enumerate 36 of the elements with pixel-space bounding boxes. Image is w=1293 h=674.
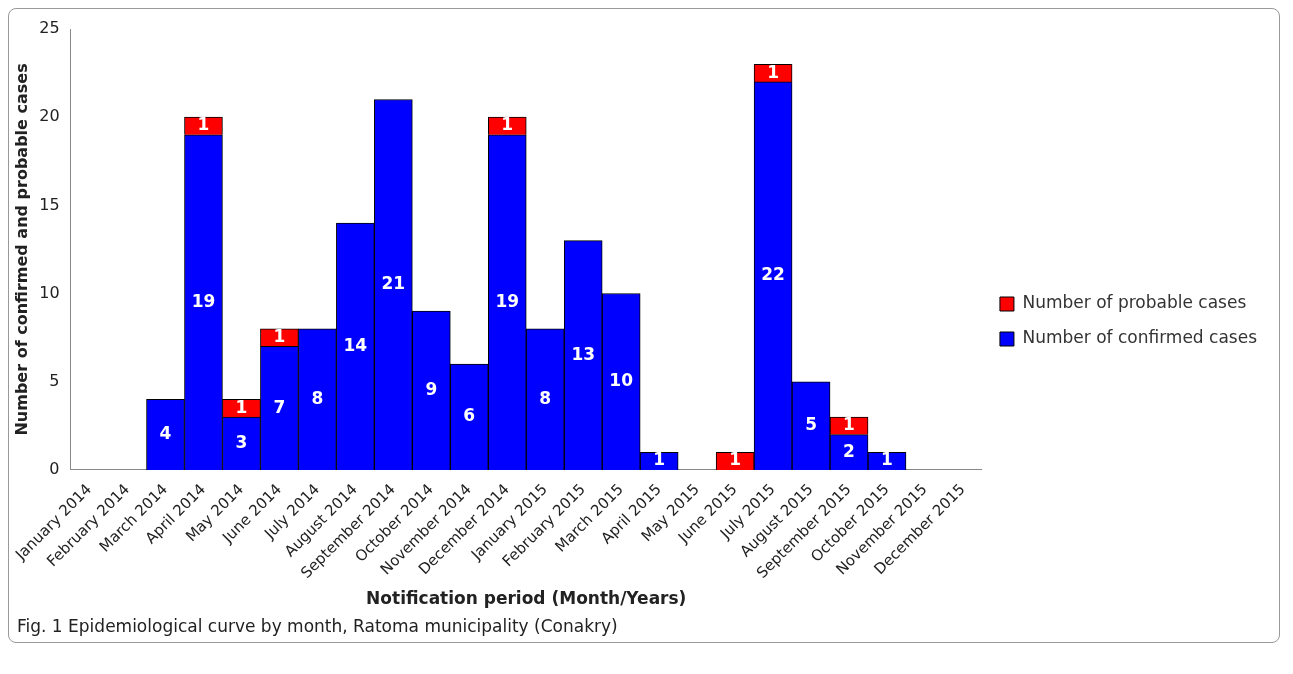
y-tick-label: 20 <box>39 106 60 126</box>
data-label: 1 <box>729 449 742 470</box>
data-label: 22 <box>761 264 785 285</box>
data-label: 2 <box>843 440 855 461</box>
data-label: 5 <box>805 414 817 435</box>
data-label: 1 <box>843 414 855 435</box>
data-label: 8 <box>311 387 324 408</box>
data-label: 1 <box>501 114 514 135</box>
y-tick-label: 5 <box>49 370 60 390</box>
data-label: 1 <box>653 449 666 470</box>
data-label: 1 <box>273 326 286 347</box>
y-axis-title: Number of confirmed and probable cases <box>11 63 31 436</box>
data-label: 13 <box>571 343 596 364</box>
legend-label: Number of confirmed cases <box>1022 327 1258 348</box>
caption: Fig. 1 Epidemiological curve by month, Ratoma municipality (Conakry) <box>16 615 619 638</box>
data-label: 6 <box>463 405 476 426</box>
data-label: 14 <box>343 334 368 355</box>
data-label: 21 <box>381 273 406 294</box>
data-label: 1 <box>197 114 210 135</box>
data-label: 3 <box>235 431 248 452</box>
x-axis-title: Notification period (Month/Years) <box>366 588 687 609</box>
data-label: 8 <box>539 387 552 408</box>
y-tick-label: 10 <box>39 282 60 302</box>
data-label: 10 <box>609 370 634 391</box>
data-label: 4 <box>159 423 172 444</box>
data-label: 9 <box>425 378 438 399</box>
y-tick-label: 25 <box>39 18 60 38</box>
data-label: 19 <box>495 290 520 311</box>
data-label: 1 <box>767 61 780 82</box>
data-label: 1 <box>235 396 248 417</box>
legend-label: Number of probable cases <box>1022 292 1247 313</box>
data-label: 1 <box>881 449 893 470</box>
data-label: 7 <box>273 396 286 417</box>
y-tick-label: 0 <box>49 459 60 479</box>
y-tick-label: 15 <box>39 194 60 214</box>
data-label: 19 <box>191 290 216 311</box>
